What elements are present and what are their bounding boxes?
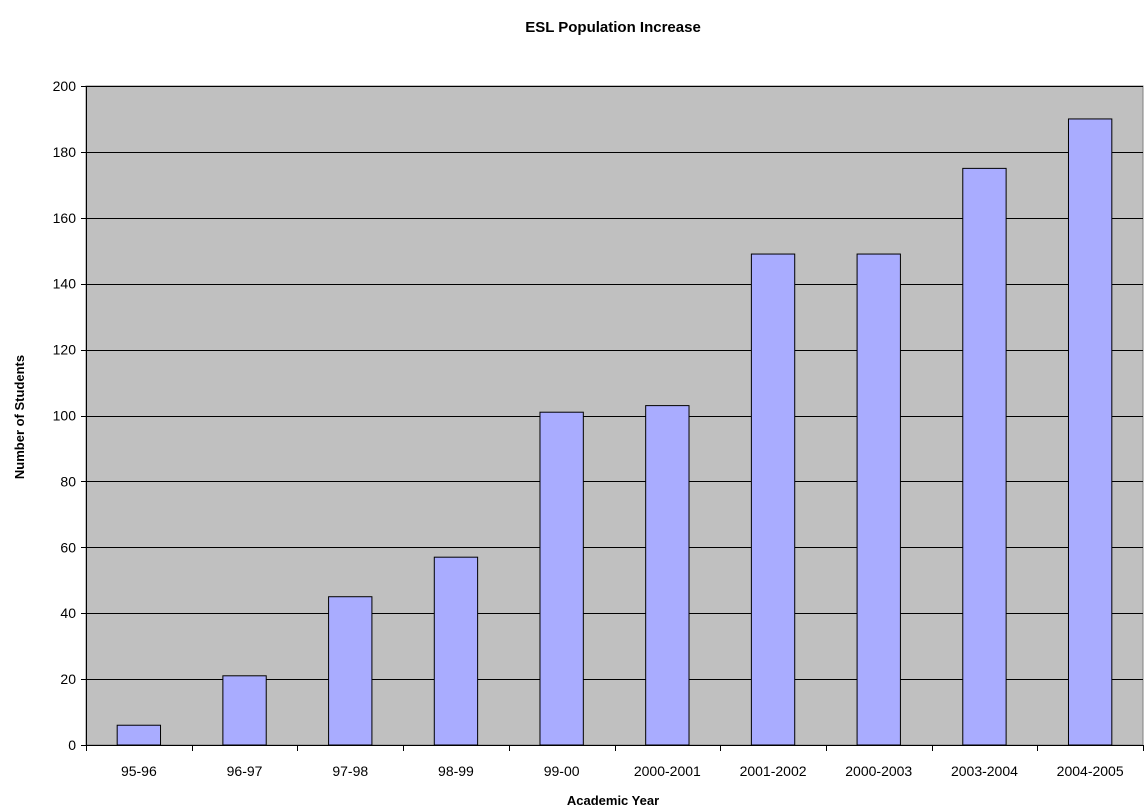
y-tick-label: 140 <box>53 276 77 292</box>
x-tick-labels: 95-96 96-97 97-98 98-99 99-00 2000-2001 2001-2… <box>121 763 1124 779</box>
y-tick-label: 120 <box>53 342 77 358</box>
x-tick-label: 2000-2003 <box>845 763 912 779</box>
bar-99-00 <box>539 411 584 746</box>
y-tick-label: 20 <box>60 671 76 687</box>
chart-title: ESL Population Increase <box>525 19 701 36</box>
bar-2001-2002 <box>750 253 796 746</box>
x-tick-label: 95-96 <box>121 763 157 779</box>
x-tick-label: 98-99 <box>438 763 474 779</box>
bars <box>116 118 1113 746</box>
y-tick-label: 60 <box>60 539 76 555</box>
x-tick-label: 2003-2004 <box>951 763 1018 779</box>
x-tick-label: 97-98 <box>332 763 368 779</box>
bar-2000-2001 <box>645 405 690 746</box>
x-tick-label: 2000-2001 <box>634 763 701 779</box>
y-tick-label: 0 <box>68 737 76 753</box>
bar-2000-2003 <box>856 253 901 746</box>
y-tick-label: 40 <box>60 605 76 621</box>
x-tick-label: 2001-2002 <box>740 763 807 779</box>
bar-96-97 <box>222 675 267 746</box>
bar-97-98 <box>328 596 373 746</box>
bar-2004-2005 <box>1067 118 1113 746</box>
y-axis-title: Number of Students <box>12 355 27 479</box>
bar-95-96 <box>116 724 162 746</box>
y-tick-label: 160 <box>53 210 77 226</box>
x-tick-label: 99-00 <box>544 763 580 779</box>
y-tick-label: 100 <box>53 408 77 424</box>
y-tick-label: 180 <box>53 144 77 160</box>
bar-2003-2004 <box>962 167 1007 746</box>
x-tick-label: 2004-2005 <box>1057 763 1124 779</box>
y-tick-labels: 0 20 40 60 80 100 120 140 160 180 200 <box>53 78 77 753</box>
bar-98-99 <box>433 556 479 746</box>
x-tick-label: 96-97 <box>227 763 263 779</box>
y-tick-label: 80 <box>60 473 76 489</box>
axes <box>81 86 1144 751</box>
y-tick-label: 200 <box>53 78 77 94</box>
x-axis-title: Academic Year <box>567 793 659 808</box>
